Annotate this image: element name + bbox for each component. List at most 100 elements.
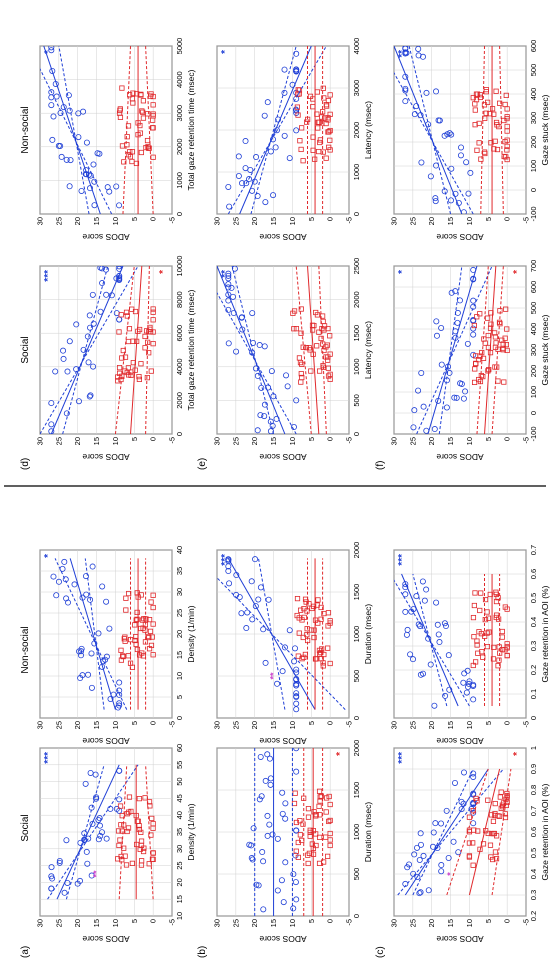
td-point xyxy=(140,109,146,115)
x-tick-label: 2000 xyxy=(352,122,361,139)
y-tick-label: 25 xyxy=(231,919,240,927)
x-axis-label: Density (1/min) xyxy=(186,605,196,662)
asd-point xyxy=(225,281,232,288)
asd-significance-stars: *** xyxy=(43,270,54,282)
asd-point xyxy=(49,67,56,74)
asd-point xyxy=(75,134,82,141)
y-tick-label: 0 xyxy=(149,919,158,923)
td-point xyxy=(298,607,304,613)
x-tick-label: 0.1 xyxy=(529,689,538,699)
asd-point xyxy=(89,291,96,298)
y-tick-label: 10 xyxy=(465,721,474,729)
asd-point xyxy=(425,887,432,894)
asd-point xyxy=(446,369,453,376)
asd-point xyxy=(458,380,465,387)
x-tick-label: 10000 xyxy=(175,256,184,277)
asd-point xyxy=(254,193,261,200)
td-point xyxy=(495,595,501,601)
asd-point xyxy=(61,558,68,565)
x-tick-label: 40 xyxy=(175,811,184,819)
plot-area xyxy=(394,573,510,709)
asd-point xyxy=(267,148,274,155)
x-tick-label: 25 xyxy=(175,861,184,869)
asd-point xyxy=(257,753,264,760)
x-tick-label: 0.9 xyxy=(529,764,538,774)
col-title-nonsocial-2: Non-social xyxy=(20,106,31,153)
td-ci-line xyxy=(480,46,486,214)
asd-point xyxy=(461,670,468,677)
td-point xyxy=(150,306,156,312)
y-tick-label: 10 xyxy=(465,437,474,445)
td-point xyxy=(485,615,492,621)
td-point xyxy=(301,614,307,620)
asd-point xyxy=(274,680,281,687)
x-tick-label: 500 xyxy=(352,394,361,407)
plot-frame xyxy=(393,45,527,215)
asd-point xyxy=(87,185,94,192)
panel-e-social: 05001000150020002500-5051015202530Latenc… xyxy=(213,258,374,462)
x-tick-label: 200 xyxy=(529,365,538,378)
x-tick-label: 2000 xyxy=(352,291,361,308)
y-tick-label: 10 xyxy=(465,919,474,927)
asd-point xyxy=(286,627,293,634)
asd-point xyxy=(116,700,123,707)
td-significance-stars: * xyxy=(512,270,523,274)
td-point xyxy=(295,854,301,860)
asd-point xyxy=(268,368,275,375)
asd-point xyxy=(113,805,120,812)
td-point xyxy=(146,616,153,623)
asd-point xyxy=(293,694,300,701)
asd-ci-line xyxy=(227,46,327,214)
asd-point xyxy=(116,266,123,270)
td-point xyxy=(327,92,333,98)
asd-point xyxy=(78,187,85,194)
td-point xyxy=(299,125,305,131)
td-point xyxy=(479,350,485,356)
td-point xyxy=(499,628,505,635)
td-point xyxy=(293,326,300,332)
td-point xyxy=(128,808,134,814)
asd-point xyxy=(438,820,445,827)
asd-point xyxy=(249,856,256,863)
td-point xyxy=(320,364,327,370)
y-tick-label: 15 xyxy=(446,919,455,927)
td-point xyxy=(477,92,483,98)
td-point xyxy=(140,848,147,855)
td-point xyxy=(482,617,488,623)
asd-fit-line xyxy=(69,558,116,710)
td-point xyxy=(121,159,127,165)
asd-point xyxy=(457,152,464,159)
asd-point xyxy=(433,332,440,339)
td-point xyxy=(308,368,314,374)
td-point xyxy=(326,793,332,800)
asd-point xyxy=(445,652,452,659)
asd-point xyxy=(116,702,123,709)
asd-point xyxy=(290,424,297,431)
td-point xyxy=(296,615,302,621)
td-point xyxy=(314,312,321,318)
x-tick-label: 0.8 xyxy=(529,785,538,795)
td-point xyxy=(321,327,327,333)
asd-point xyxy=(470,331,477,338)
td-point xyxy=(327,837,333,843)
asd-point xyxy=(225,272,232,279)
asd-point xyxy=(48,400,55,407)
x-axis-label: Gaze retention in AOI (%) xyxy=(540,585,550,682)
td-point xyxy=(305,852,311,858)
y-tick-label: -5 xyxy=(522,217,531,224)
x-axis-label: Gaze stuck (msec) xyxy=(540,94,550,165)
asd-ci-line xyxy=(217,266,297,434)
asd-point xyxy=(85,835,92,842)
asd-point xyxy=(261,401,268,408)
td-point xyxy=(492,811,498,817)
td-point xyxy=(316,788,323,794)
asd-fit-line xyxy=(50,266,124,434)
y-tick-label: -5 xyxy=(345,217,354,224)
y-tick-label: -5 xyxy=(168,919,177,926)
y-tick-label: 30 xyxy=(390,437,399,445)
asd-point xyxy=(442,623,449,630)
td-point xyxy=(126,794,133,800)
asd-point xyxy=(419,578,426,585)
asd-point xyxy=(402,581,409,588)
panel-c-nonsocial: 00.10.20.30.40.50.60.7-5051015202530Gaze… xyxy=(390,545,550,746)
